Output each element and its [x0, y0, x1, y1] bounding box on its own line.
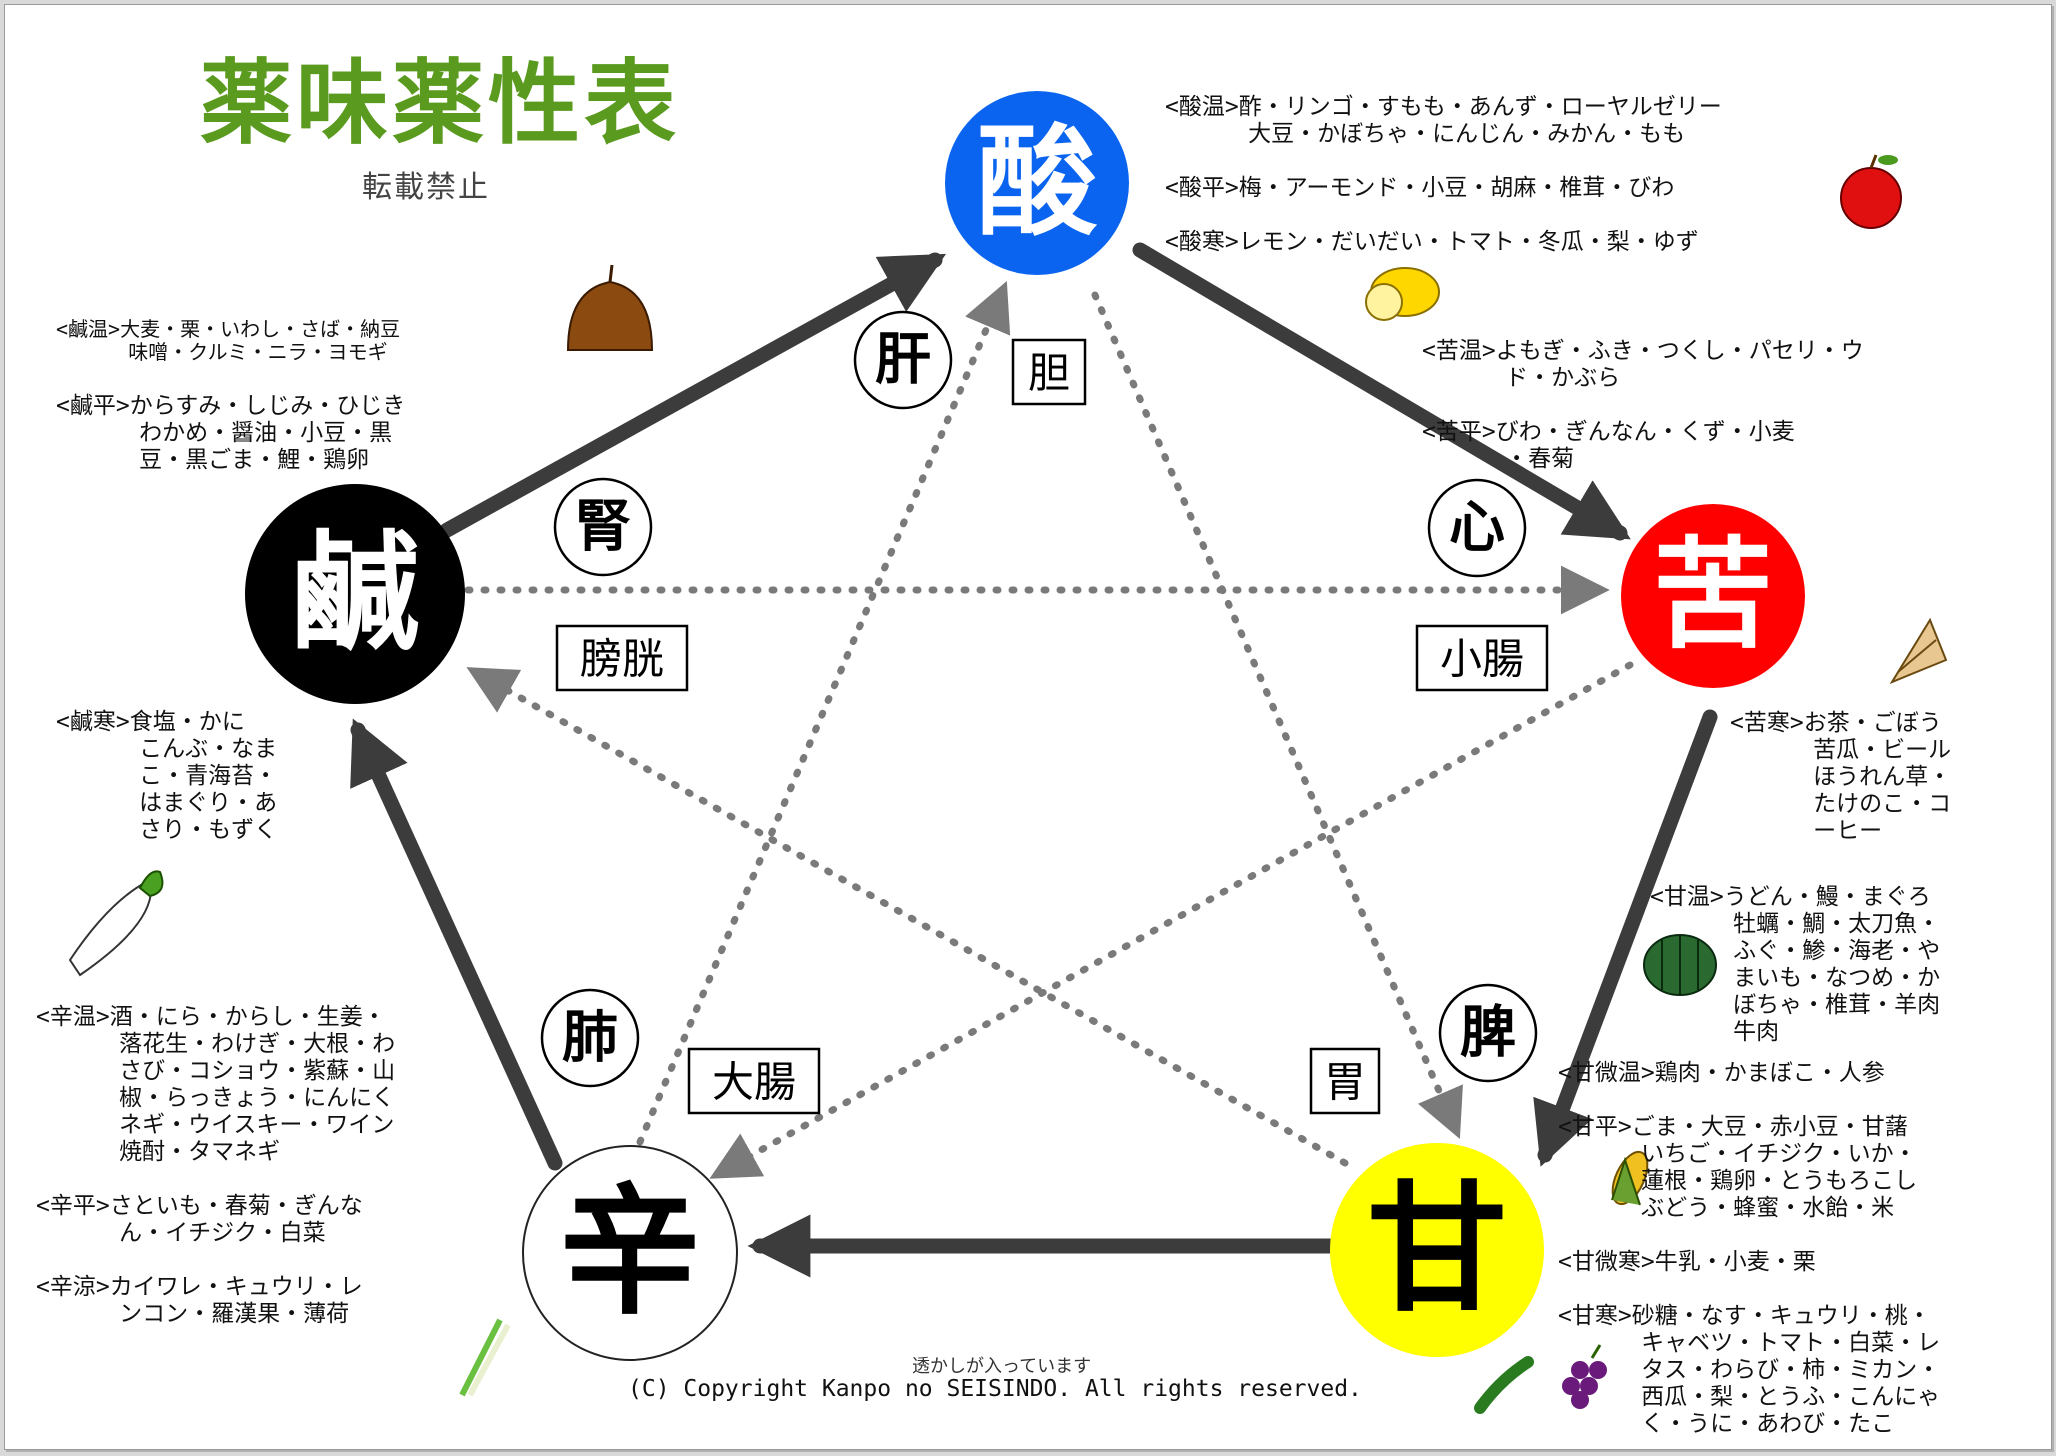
watermark-note: 透かしが入っています — [912, 1356, 1092, 1377]
grape-icon — [1562, 1344, 1607, 1409]
corn-icon — [1611, 1150, 1649, 1206]
foods-pungent: <辛温>酒・にら・からし・生姜・ 落花生・わけぎ・大根・わ さび・コショウ・紫蘇… — [36, 1004, 396, 1327]
bamboo-shoot-icon — [1889, 617, 1948, 685]
daikon-icon — [68, 870, 164, 977]
apple-icon — [1840, 154, 1902, 229]
foods-sweet-other: <甘微温>鶏肉・かまぼこ・人参 <甘平>ごま・大豆・赤小豆・甘藷 いちご・イチジ… — [1558, 1060, 1941, 1437]
page-subtitle: 転載禁止 — [362, 170, 490, 205]
node-sour: 酸 — [945, 91, 1129, 275]
organ-liver: 肝 — [875, 328, 931, 393]
foods-bitter-warm-neutral: <苦温>よもぎ・ふき・つくし・パセリ・ウ ド・かぶら <苦平>びわ・ぎんなん・く… — [1422, 338, 1864, 472]
node-pungent: 辛 — [522, 1145, 738, 1361]
node-salty: 鹹 — [245, 484, 465, 704]
arrow-sour-to-bitter — [1132, 242, 1631, 541]
organ-kidney: 腎 — [575, 495, 631, 560]
organ-small-intestine: 小腸 — [1440, 635, 1524, 684]
organ-stomach: 胃 — [1324, 1058, 1366, 1107]
foods-sweet-warm: <甘温>うどん・鰻・まぐろ 牡蠣・鯛・太刀魚・ ふぐ・鯵・海老・や まいも・なつ… — [1650, 884, 1941, 1045]
foods-bitter-cold: <苦寒>お茶・ごぼう 苦瓜・ビール ほうれん草・ たけのこ・コ ーヒー — [1730, 710, 1952, 844]
taste-bitter: 苦 — [1653, 527, 1773, 666]
copyright: (C) Copyright Kanpo no SEISINDO. All rig… — [628, 1376, 1362, 1402]
lemon-icon — [1365, 267, 1440, 321]
taste-pungent: 辛 — [560, 1172, 700, 1335]
arrow-salty-to-sour — [439, 252, 947, 538]
taste-sweet: 甘 — [1367, 1169, 1507, 1332]
taste-salty: 鹹 — [291, 520, 419, 669]
chestnut-icon — [566, 264, 654, 351]
arrow-bitter-to-sweet — [1533, 709, 1718, 1167]
dotted-pungent-to-sour — [636, 280, 1011, 1146]
page-title: 薬味薬性表 — [200, 50, 681, 157]
node-sweet: 甘 — [1330, 1143, 1544, 1357]
organ-bladder: 膀胱 — [580, 635, 664, 684]
scallion-icon — [459, 1318, 511, 1397]
cucumber-icon — [1474, 1356, 1534, 1414]
organ-large-intestine: 大腸 — [712, 1058, 796, 1107]
organ-spleen: 脾 — [1460, 1001, 1516, 1066]
dotted-sour-to-sweet — [1091, 291, 1463, 1139]
foods-salty-warm: <鹹温>大麦・栗・いわし・さば・納豆 味噌・クルミ・ニラ・ヨモギ — [56, 317, 401, 364]
taste-sour: 酸 — [977, 114, 1098, 253]
node-bitter: 苦 — [1621, 504, 1805, 688]
arrow-pungent-to-salty — [350, 718, 563, 1171]
organ-gallbladder: 胆 — [1028, 349, 1070, 398]
organ-heart: 心 — [1449, 496, 1505, 561]
dotted-sweet-to-salty — [466, 667, 1349, 1167]
foods-sour: <酸温>酢・リンゴ・すもも・あんず・ローヤルゼリー 大豆・かぼちゃ・にんじん・み… — [1165, 94, 1722, 255]
organ-lung: 肺 — [562, 1006, 618, 1071]
pumpkin-icon — [1643, 934, 1717, 996]
foods-salty-neutral: <鹹平>からすみ・しじみ・ひじき わかめ・醤油・小豆・黒 豆・黒ごま・鯉・鶏卵 — [56, 393, 406, 473]
foods-salty-cold: <鹹寒>食塩・かに こんぶ・なま こ・青海苔・ はまぐり・あ さり・もずく — [56, 709, 278, 843]
dotted-bitter-to-pungent — [709, 661, 1634, 1179]
